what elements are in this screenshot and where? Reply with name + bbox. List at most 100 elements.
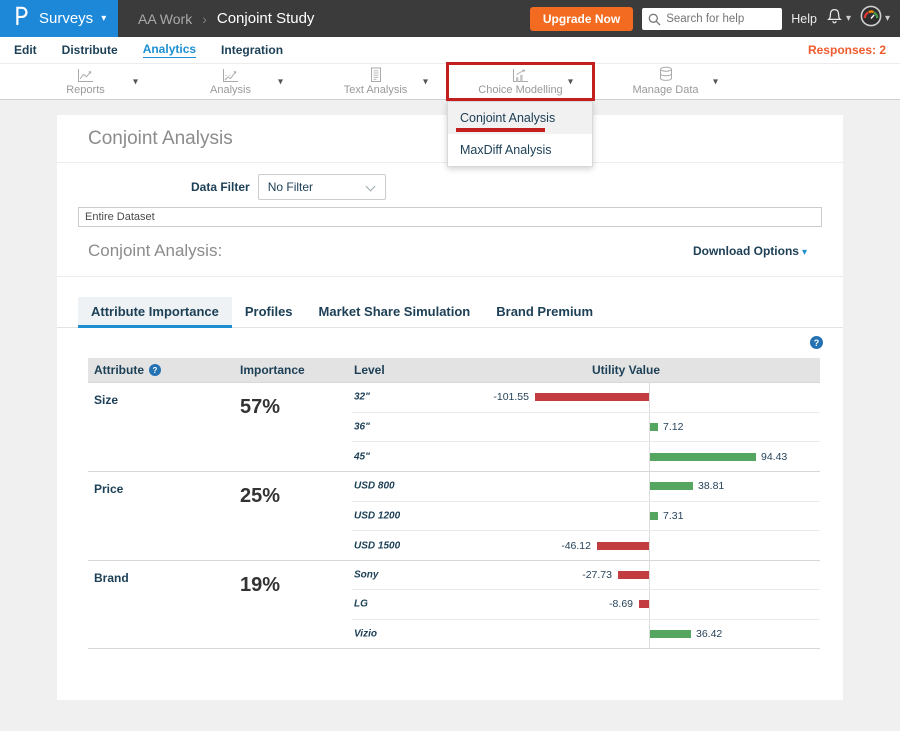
nav-item-analytics[interactable]: Analytics [142,42,197,58]
levels-chart: 32" -101.55 36" 7.12 45" 94.43 [352,383,820,471]
tab-brand-premium[interactable]: Brand Premium [496,304,594,319]
utility-value: -27.73 [582,569,612,582]
toolbar-reports[interactable]: Reports ▾ [13,64,158,99]
main-area: Conjoint Analysis Data Filter No Filter … [0,100,900,700]
chevron-down-icon[interactable]: ▾ [277,76,283,87]
utility-column-header: Utility Value [592,363,661,377]
level-row-lg: LG -8.69 [352,590,820,620]
notifications-button[interactable]: ▾ [826,8,851,30]
data-filter-select[interactable]: No Filter [257,174,386,200]
attribute-name: Price [94,482,124,496]
nav-item-distribute[interactable]: Distribute [61,42,118,57]
level-row-vizio: Vizio 36.42 [352,620,820,648]
attribute-name: Brand [94,571,129,585]
breadcrumb-separator-icon: › [202,10,207,27]
level-row-45: 45" 94.43 [352,442,820,471]
level-label: USD 800 [354,480,395,492]
utility-bar [650,452,756,461]
utility-bar [650,423,658,431]
chevron-down-icon[interactable]: ▾ [422,76,428,87]
toolbar-choice-modelling[interactable]: Choice Modelling ▾ [448,64,593,99]
line-chart-icon [77,68,94,83]
utility-bar [650,629,691,638]
chevron-down-icon: ▾ [101,12,107,24]
account-menu-button[interactable]: ▾ [860,5,890,32]
level-row-usd-1500: USD 1500 -46.12 [352,531,820,560]
utility-bar [535,393,649,402]
attribute-help-icon[interactable]: ? [149,364,161,376]
utility-value: -46.12 [561,539,591,552]
toolbar-text-analysis-label: Text Analysis [343,83,408,96]
responses-count: Responses: 2 [807,43,886,57]
tab-profiles[interactable]: Profiles [244,304,293,319]
utility-bar [618,571,649,580]
product-name: Surveys [39,10,94,27]
trend-chart-icon [222,68,239,83]
toolbar-analysis[interactable]: Analysis ▾ [158,64,303,99]
level-label: 32" [354,391,370,403]
study-nav: Edit Distribute Analytics Integration Respon… [0,37,900,63]
section-title: Conjoint Analysis: [88,241,223,260]
breadcrumb: AA Work › Conjoint Study [138,10,314,27]
importance-value: 25% [240,485,281,507]
chevron-down-icon[interactable]: ▾ [712,76,718,87]
utility-bar [639,600,649,609]
importance-value: 19% [240,574,281,596]
attribute-row-brand: Brand 19% Sony -27.73 LG -8.69 Vizio 36.42 [88,560,820,649]
document-text-icon [369,67,383,83]
level-row-36: 36" 7.12 [352,413,820,443]
chevron-down-icon: ▾ [845,12,851,24]
level-label: Vizio [354,628,377,640]
level-row-32: 32" -101.55 [352,383,820,413]
nav-item-edit[interactable]: Edit [14,42,37,57]
utility-bar [650,482,693,491]
table-header-row: Attribute ? Importance Level Utility Val… [88,358,820,382]
help-question-icon[interactable]: ? [810,336,823,349]
data-filter-value: No Filter [267,180,314,194]
utility-value: 7.31 [663,510,684,522]
utility-bar [597,541,649,550]
help-search [642,7,783,31]
toolbar-manage-data[interactable]: Manage Data ▾ [593,64,738,99]
upgrade-now-button[interactable]: Upgrade Now [529,6,634,31]
attribute-column-header: Attribute ? [88,363,240,377]
chevron-down-icon[interactable]: ▾ [567,76,573,87]
table-help-row: ? [57,328,843,358]
search-icon [648,13,661,31]
choice-modelling-menu: Conjoint Analysis MaxDiff Analysis [447,101,593,167]
utility-value: -101.55 [493,391,529,404]
data-filter-row: Data Filter No Filter [57,163,843,207]
dataset-field[interactable] [78,207,822,227]
help-link[interactable]: Help [791,11,817,26]
breadcrumb-workspace[interactable]: AA Work [138,10,193,27]
zero-axis-line [649,561,650,648]
download-options-button[interactable]: Download Options ▾ [692,244,807,258]
tab-market-share-simulation[interactable]: Market Share Simulation [318,304,471,319]
tab-attribute-importance[interactable]: Attribute Importance [78,297,232,328]
nav-item-integration[interactable]: Integration [221,42,284,57]
level-row-usd-1200: USD 1200 7.31 [352,502,820,532]
breadcrumb-current: Conjoint Study [216,10,315,27]
toolbar-choice-modelling-label: Choice Modelling [478,83,563,96]
search-input[interactable] [642,7,783,30]
data-filter-label: Data Filter [191,180,250,194]
questionpro-logo-icon [11,5,31,32]
chevron-down-icon: ▾ [884,12,890,24]
result-tabs: Attribute Importance Profiles Market Share… [57,277,843,328]
avatar [860,5,882,32]
level-row-sony: Sony -27.73 [352,561,820,591]
toolbar-text-analysis[interactable]: Text Analysis ▾ [303,64,448,99]
level-label: LG [354,598,368,610]
chevron-down-icon[interactable]: ▾ [132,76,138,87]
utility-bar [650,512,658,520]
dropdown-item-maxdiff-analysis[interactable]: MaxDiff Analysis [460,143,552,157]
product-switcher[interactable]: Surveys ▾ [0,0,118,37]
conjoint-table: Attribute ? Importance Level Utility Val… [88,358,820,649]
database-icon [658,66,674,83]
toolbar-reports-label: Reports [66,83,105,96]
chevron-down-icon: ▾ [801,247,807,258]
attribute-row-price: Price 25% USD 800 38.81 USD 1200 7.31 USD 1500… [88,471,820,560]
dropdown-item-conjoint-analysis[interactable]: Conjoint Analysis [448,102,592,134]
level-column-header: Level Utility Value [354,363,661,377]
